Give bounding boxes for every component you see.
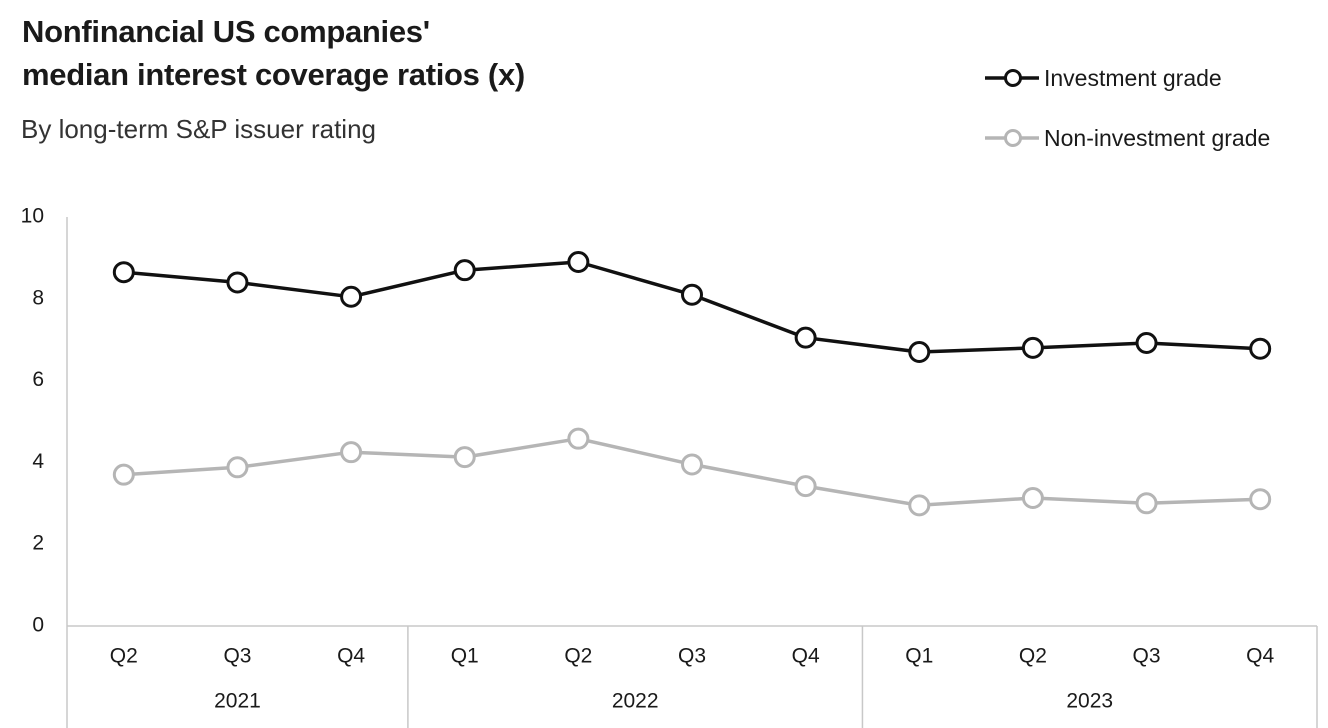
data-point [1135,492,1158,515]
data-point [908,340,931,363]
data-point [1021,336,1044,359]
x-group-label: 2022 [612,690,659,713]
x-tick-label: Q2 [1019,645,1047,668]
data-point [908,494,931,517]
x-tick-label: Q2 [110,645,138,668]
data-point [226,456,249,479]
legend-label: Investment grade [1044,65,1222,91]
x-group-label: 2023 [1066,690,1113,713]
data-point [681,453,703,476]
data-point [1021,486,1044,509]
data-point [340,285,363,308]
data-point [681,283,703,306]
data-point [1249,488,1272,511]
data-point [453,446,476,469]
x-group-label: 2021 [214,690,261,713]
y-tick-label: 2 [32,532,44,555]
legend-marker-icon [985,129,1039,147]
x-tick-label: Q2 [564,645,592,668]
data-point [794,475,817,498]
y-tick-label: 6 [32,368,44,391]
x-tick-label: Q3 [223,645,251,668]
data-point [794,326,817,349]
y-tick-label: 8 [32,286,44,309]
data-point [112,261,135,284]
x-tick-label: Q4 [337,645,365,668]
y-tick-label: 4 [32,450,44,473]
data-point [112,463,135,486]
legend-marker-icon [985,69,1039,87]
data-point [1249,337,1272,360]
data-point [226,271,249,294]
x-tick-label: Q4 [792,645,820,668]
x-tick-label: Q1 [905,645,933,668]
x-tick-label: Q1 [451,645,479,668]
chart-title-line-2: median interest coverage ratios (x) [22,57,525,92]
y-tick-label: 10 [21,205,44,228]
y-tick-label: 0 [32,614,44,637]
x-tick-label: Q4 [1246,645,1274,668]
data-point [453,259,476,282]
data-point [567,427,590,450]
chart-title-line-1: Nonfinancial US companies' [22,14,430,49]
data-point [1135,331,1158,354]
chart-subtitle: By long-term S&P issuer rating [21,114,376,144]
series-line-0 [123,260,1261,354]
x-tick-label: Q3 [678,645,706,668]
legend-label: Non-investment grade [1044,125,1271,151]
x-tick-label: Q3 [1133,645,1161,668]
data-point [340,441,363,464]
chart-title: Nonfinancial US companies' median intere… [22,10,525,96]
data-point [567,250,590,273]
